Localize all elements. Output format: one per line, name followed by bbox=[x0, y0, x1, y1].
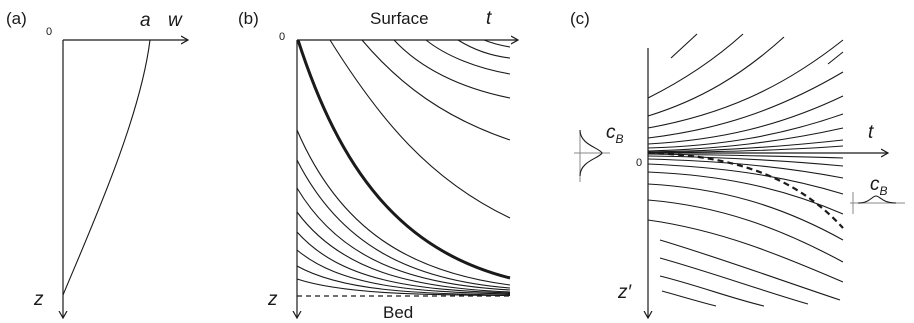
panel-c-cb2-sub: B bbox=[880, 184, 888, 198]
panel-c-cb-sub: B bbox=[616, 132, 624, 146]
panel-c-isochrone bbox=[647, 199, 844, 263]
panel-b-label: (b) bbox=[238, 9, 259, 28]
panel-a-w-axis-label: w bbox=[168, 10, 183, 31]
panel-c-peak2-curve bbox=[857, 195, 897, 204]
panel-c-isochrone bbox=[647, 113, 844, 149]
panel-b: (b) 0 Surface t z Bed bbox=[238, 8, 518, 322]
panel-c-bed-concentration-peak: cB bbox=[850, 174, 905, 214]
panel-c-cb-label: cB bbox=[606, 122, 624, 146]
panel-c-isochrone bbox=[670, 33, 698, 59]
panel-b-isochrone bbox=[457, 39, 511, 59]
panel-a-z-axis-label: z bbox=[33, 289, 44, 310]
panel-b-isochrone bbox=[296, 265, 511, 296]
panel-c-isochrone bbox=[647, 139, 844, 153]
panel-c-isochrone bbox=[647, 158, 844, 179]
panel-c-isochrone bbox=[647, 71, 844, 139]
panel-b-isochrone bbox=[296, 249, 511, 295]
panel-c-source-concentration-peak: cB bbox=[574, 122, 624, 182]
panel-c: (c) 0 t z′ bbox=[570, 9, 905, 318]
panel-c-isochrone bbox=[647, 145, 844, 154]
panel-c-upper-isochrones bbox=[647, 33, 844, 154]
panel-b-isochrones bbox=[296, 39, 511, 297]
panel-c-isochrone bbox=[647, 33, 744, 99]
panel-b-isochrone bbox=[296, 278, 511, 297]
panel-c-isochrone bbox=[647, 127, 844, 152]
panel-b-isochrone bbox=[483, 39, 511, 48]
panel-c-isochrone bbox=[647, 183, 844, 241]
panel-c-isochrone bbox=[659, 239, 841, 301]
panel-a-velocity-curve bbox=[62, 39, 151, 296]
panel-c-isochrone bbox=[647, 163, 844, 195]
panel-c-isochrone bbox=[659, 257, 809, 305]
panel-b-bed-label: Bed bbox=[383, 303, 413, 322]
panel-b-isochrone bbox=[393, 39, 511, 99]
panel-b-t-axis-label: t bbox=[486, 8, 492, 29]
panel-c-label: (c) bbox=[570, 9, 590, 28]
panel-b-isochrone bbox=[296, 211, 511, 293]
panel-c-t-axis-label: t bbox=[868, 122, 874, 143]
panel-b-origin-label: 0 bbox=[279, 31, 285, 43]
panel-b-isochrone bbox=[296, 231, 511, 294]
panel-b-isochrone bbox=[296, 187, 511, 291]
panel-c-isochrone bbox=[647, 219, 844, 283]
panel-c-isochrone bbox=[647, 153, 844, 159]
panel-a: (a) 0 a w z bbox=[6, 9, 188, 318]
panel-b-isochrone bbox=[296, 159, 511, 289]
panel-b-surface-label: Surface bbox=[370, 9, 429, 28]
panel-c-peak-curve bbox=[579, 129, 603, 177]
panel-a-a-label: a bbox=[140, 10, 151, 31]
panel-c-cb2-label: cB bbox=[870, 174, 888, 198]
panel-c-lower-isochrones bbox=[647, 153, 844, 307]
panel-b-z-axis-label: z bbox=[267, 289, 278, 310]
panel-c-isochrone bbox=[659, 275, 765, 307]
panel-b-isochrone bbox=[296, 129, 511, 286]
panel-c-isochrone bbox=[827, 51, 844, 65]
panel-c-cb-main: c bbox=[606, 122, 616, 143]
panel-a-label: (a) bbox=[6, 9, 27, 28]
panel-c-isochrone bbox=[661, 290, 717, 307]
panel-a-origin-label: 0 bbox=[46, 26, 52, 38]
panel-c-isochrone bbox=[647, 36, 785, 117]
panel-b-isochrone bbox=[425, 39, 511, 75]
panel-c-isochrone bbox=[647, 39, 844, 129]
panel-c-isochrone bbox=[647, 155, 844, 167]
panel-c-origin-label: 0 bbox=[636, 157, 642, 169]
panel-b-isochrone bbox=[361, 39, 511, 141]
panel-c-z-axis-label: z′ bbox=[617, 282, 633, 303]
panel-b-isochrone bbox=[329, 39, 511, 219]
panel-c-isochrone bbox=[647, 95, 844, 145]
panel-c-cb2-main: c bbox=[870, 174, 880, 195]
panel-c-isochrone bbox=[647, 171, 844, 215]
panel-b-highlighted-isochrone bbox=[296, 39, 511, 280]
